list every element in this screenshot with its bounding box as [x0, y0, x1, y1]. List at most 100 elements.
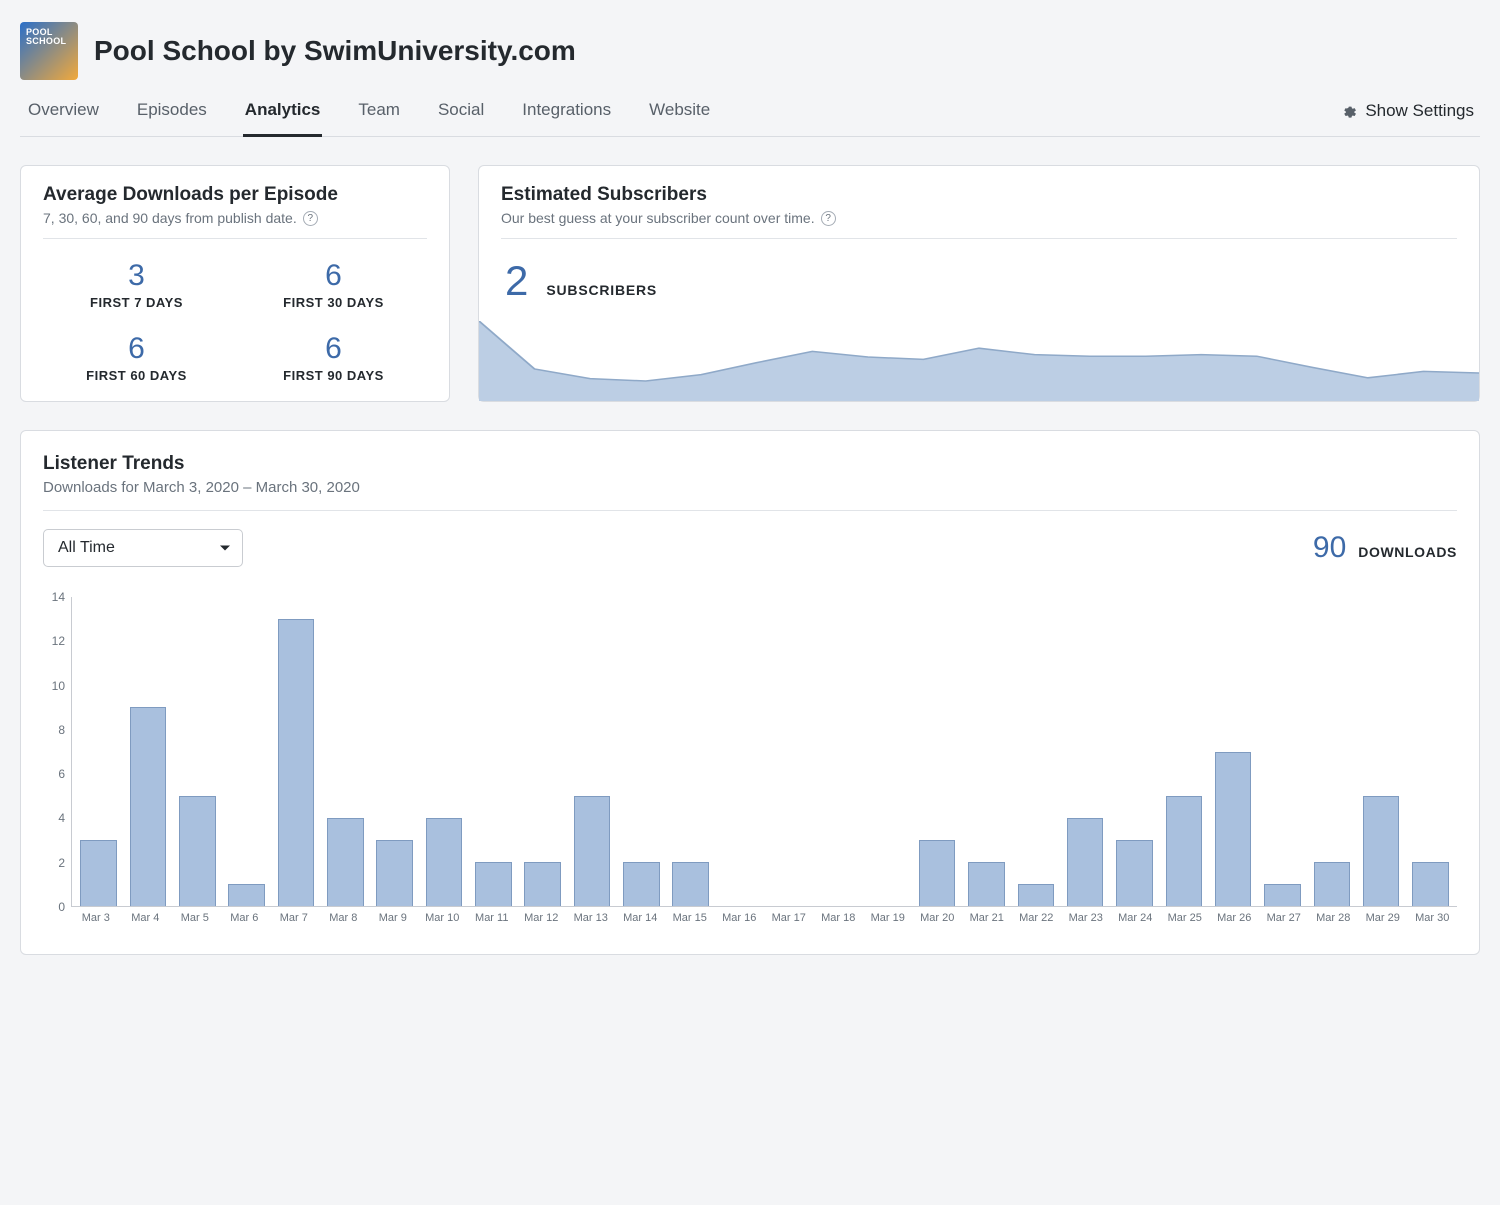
- y-tick-label: 10: [52, 679, 65, 693]
- show-settings-button[interactable]: Show Settings: [1341, 91, 1474, 135]
- avg-label: FIRST 30 DAYS: [240, 295, 427, 310]
- bar: [1363, 796, 1400, 906]
- bar-slot: [74, 597, 123, 906]
- x-tick-label: Mar 14: [616, 912, 666, 924]
- x-tick-label: Mar 23: [1061, 912, 1111, 924]
- subscribers-subtitle-text: Our best guess at your subscriber count …: [501, 210, 815, 226]
- bar: [376, 840, 413, 906]
- logo-text: POOL SCHOOL: [26, 28, 78, 46]
- avg-label: FIRST 90 DAYS: [240, 368, 427, 383]
- bar-slot: [370, 597, 419, 906]
- subscribers-title: Estimated Subscribers: [501, 184, 1457, 206]
- avg-value: 6: [240, 332, 427, 366]
- y-tick-label: 14: [52, 590, 65, 604]
- bar-slot: [1406, 597, 1455, 906]
- tab-analytics[interactable]: Analytics: [243, 90, 323, 137]
- tab-website[interactable]: Website: [647, 90, 712, 137]
- x-tick-label: Mar 16: [715, 912, 765, 924]
- avg-downloads-card: Average Downloads per Episode 7, 30, 60,…: [20, 165, 450, 402]
- bar: [574, 796, 611, 906]
- tab-integrations[interactable]: Integrations: [520, 90, 613, 137]
- x-tick-label: Mar 12: [517, 912, 567, 924]
- x-tick-label: Mar 25: [1160, 912, 1210, 924]
- bar: [80, 840, 117, 906]
- help-icon[interactable]: ?: [821, 211, 836, 226]
- bar-slot: [913, 597, 962, 906]
- bar: [278, 619, 315, 906]
- y-tick-label: 8: [58, 723, 65, 737]
- trends-subtitle: Downloads for March 3, 2020 – March 30, …: [43, 479, 1457, 496]
- help-icon[interactable]: ?: [303, 211, 318, 226]
- bar: [1215, 752, 1252, 907]
- bar-slot: [1159, 597, 1208, 906]
- gear-icon: [1341, 103, 1357, 119]
- bar-slot: [1258, 597, 1307, 906]
- time-range-select[interactable]: All Time: [43, 529, 243, 567]
- downloads-total-value: 90: [1313, 531, 1346, 565]
- x-tick-label: Mar 24: [1111, 912, 1161, 924]
- y-tick-label: 2: [58, 856, 65, 870]
- bar: [1264, 884, 1301, 906]
- chevron-down-icon: [220, 546, 230, 551]
- x-tick-label: Mar 11: [467, 912, 517, 924]
- bar-slot: [814, 597, 863, 906]
- tab-team[interactable]: Team: [356, 90, 402, 137]
- x-tick-label: Mar 4: [121, 912, 171, 924]
- tab-episodes[interactable]: Episodes: [135, 90, 209, 137]
- avg-value: 6: [240, 259, 427, 293]
- avg-value: 3: [43, 259, 230, 293]
- bar-slot: [173, 597, 222, 906]
- bar-slot: [1307, 597, 1356, 906]
- bar: [228, 884, 265, 906]
- bar-slot: [962, 597, 1011, 906]
- x-tick-label: Mar 13: [566, 912, 616, 924]
- bar: [524, 862, 561, 906]
- bar-slot: [765, 597, 814, 906]
- page-header: POOL SCHOOL Pool School by SwimUniversit…: [20, 16, 1480, 90]
- bar: [1166, 796, 1203, 906]
- podcast-logo: POOL SCHOOL: [20, 22, 78, 80]
- x-tick-label: Mar 27: [1259, 912, 1309, 924]
- bar: [475, 862, 512, 906]
- bar-slot: [1357, 597, 1406, 906]
- x-tick-label: Mar 19: [863, 912, 913, 924]
- bar: [672, 862, 709, 906]
- trends-title: Listener Trends: [43, 453, 1457, 475]
- avg-label: FIRST 7 DAYS: [43, 295, 230, 310]
- bar: [426, 818, 463, 906]
- bar: [1116, 840, 1153, 906]
- x-tick-label: Mar 26: [1210, 912, 1260, 924]
- x-tick-label: Mar 20: [913, 912, 963, 924]
- bar: [968, 862, 1005, 906]
- bar: [179, 796, 216, 906]
- bar: [327, 818, 364, 906]
- bar-slot: [617, 597, 666, 906]
- bar-slot: [321, 597, 370, 906]
- bar-slot: [271, 597, 320, 906]
- avg-downloads-cell: 3 FIRST 7 DAYS: [43, 259, 230, 310]
- bar-slot: [419, 597, 468, 906]
- subscribers-subtitle: Our best guess at your subscriber count …: [501, 210, 1457, 226]
- x-tick-label: Mar 7: [269, 912, 319, 924]
- bar-slot: [1061, 597, 1110, 906]
- bar: [1314, 862, 1351, 906]
- x-tick-label: Mar 8: [319, 912, 369, 924]
- subscribers-card: Estimated Subscribers Our best guess at …: [478, 165, 1480, 402]
- downloads-bar-chart: 02468101214 Mar 3Mar 4Mar 5Mar 6Mar 7Mar…: [43, 597, 1457, 924]
- tab-social[interactable]: Social: [436, 90, 486, 137]
- bar-slot: [1011, 597, 1060, 906]
- bar: [1067, 818, 1104, 906]
- x-tick-label: Mar 3: [71, 912, 121, 924]
- avg-downloads-cell: 6FIRST 60 DAYS: [43, 332, 230, 383]
- bar-slot: [1209, 597, 1258, 906]
- avg-downloads-cell: 6 FIRST 90 DAYS: [240, 332, 427, 383]
- bar: [1018, 884, 1055, 906]
- tab-bar: Overview Episodes Analytics Team Social Integ…: [20, 90, 1480, 137]
- avg-value: 6: [43, 332, 230, 366]
- x-tick-label: Mar 30: [1408, 912, 1458, 924]
- tab-overview[interactable]: Overview: [26, 90, 101, 137]
- y-tick-label: 12: [52, 634, 65, 648]
- x-tick-label: Mar 15: [665, 912, 715, 924]
- x-tick-label: Mar 21: [962, 912, 1012, 924]
- bar-slot: [863, 597, 912, 906]
